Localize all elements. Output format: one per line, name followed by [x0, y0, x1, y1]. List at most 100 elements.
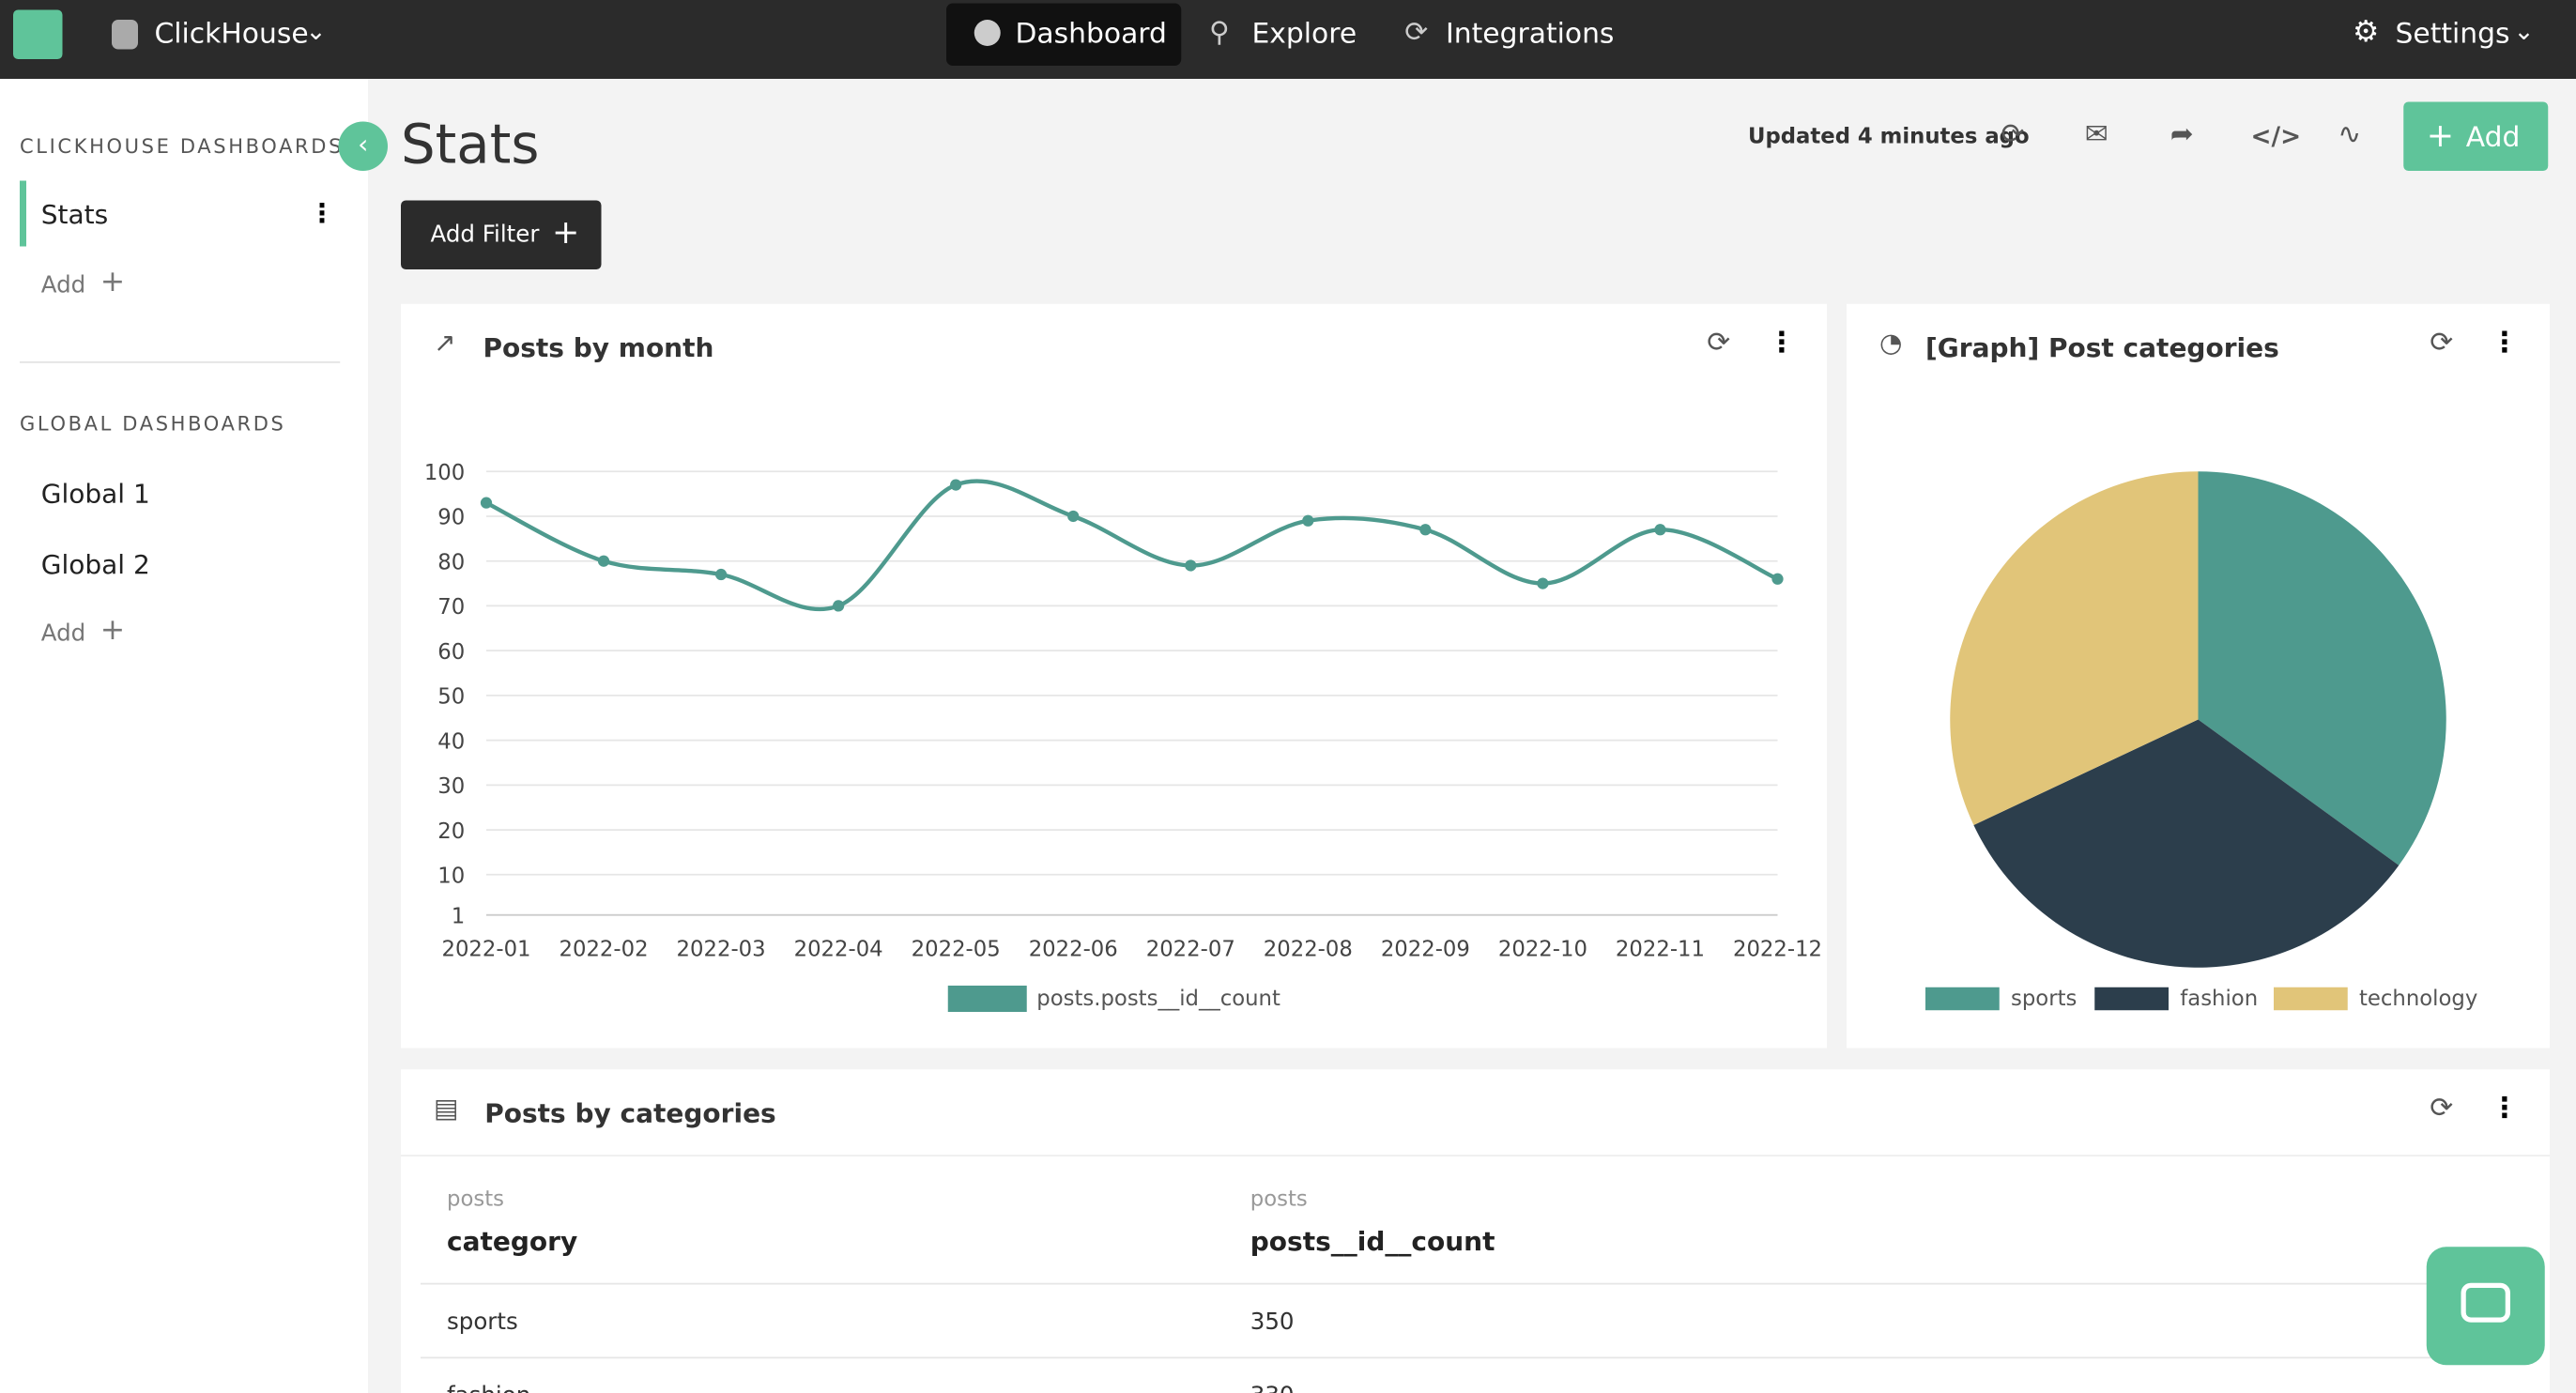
- gear-icon: ⚙: [2353, 14, 2380, 50]
- x-tick-label: 2022-09: [1381, 938, 1470, 962]
- settings[interactable]: Settings: [2395, 18, 2510, 52]
- y-tick-label: 30: [437, 774, 465, 799]
- tab-icon: [974, 20, 1001, 46]
- logo[interactable]: [13, 9, 63, 59]
- email-icon[interactable]: ✉: [2084, 118, 2108, 151]
- pulse-icon[interactable]: ∿: [2338, 118, 2362, 151]
- x-tick-label: 2022-04: [794, 938, 883, 962]
- row-divider: [421, 1282, 2540, 1285]
- pie-slice: [1950, 471, 2199, 826]
- point: [714, 568, 728, 581]
- y-tick-label: 60: [437, 640, 465, 665]
- line-card: ↗ Posts by month ⟳ ⋮: [401, 303, 1827, 1049]
- plus: +: [552, 211, 580, 252]
- section-label: GLOBAL DASHBOARDS: [20, 412, 286, 436]
- sidebar: CLICKHOUSE DASHBOARDS Stats ⋮ Add + GLOB…: [0, 79, 368, 1393]
- menu-dots[interactable]: ⋮: [1768, 327, 1796, 360]
- point: [1067, 510, 1080, 523]
- plus[interactable]: +: [100, 612, 126, 648]
- brand[interactable]: ClickHouse: [154, 18, 309, 52]
- column-source: posts: [447, 1187, 505, 1213]
- line-icon: ↗: [434, 327, 456, 359]
- page-title: Stats: [401, 112, 540, 176]
- dashboard-link[interactable]: Global 1: [40, 478, 150, 510]
- point: [950, 479, 962, 491]
- add-filter-button[interactable]: Add Filter +: [401, 200, 602, 269]
- collapse-button[interactable]: ‹: [338, 121, 388, 171]
- dashboard-link[interactable]: Stats: [40, 198, 109, 230]
- nav-tab[interactable]: Dashboard: [1015, 18, 1167, 52]
- legend-label: posts.posts__id__count: [1036, 987, 1280, 1011]
- chevron[interactable]: ⌄: [2513, 16, 2535, 47]
- card-title: [Graph] Post categories: [1925, 331, 2279, 363]
- y-tick-label: 40: [437, 729, 465, 754]
- point: [1302, 514, 1314, 527]
- tab-icon: ⟳: [1404, 16, 1429, 50]
- row-divider: [421, 1356, 2540, 1359]
- y-tick-label: 90: [437, 506, 465, 530]
- tab-icon: ⚲: [1209, 16, 1230, 50]
- legend-swatch: [1925, 987, 2000, 1011]
- plus[interactable]: +: [100, 264, 126, 299]
- chat-button[interactable]: [2426, 1247, 2545, 1366]
- y-tick-label: 50: [437, 685, 465, 710]
- table-cell: sports: [447, 1309, 518, 1336]
- card-title: Posts by categories: [484, 1097, 776, 1129]
- add-link[interactable]: Add: [40, 272, 86, 299]
- table-icon: ▤: [434, 1092, 459, 1124]
- db-icon: [112, 20, 138, 50]
- y-tick-label: 20: [437, 819, 465, 844]
- point: [1654, 524, 1666, 536]
- nav-tab[interactable]: Integrations: [1446, 18, 1615, 52]
- refresh-icon[interactable]: ⟳: [2430, 1092, 2454, 1125]
- legend-label: technology: [2359, 987, 2477, 1011]
- point: [833, 600, 845, 612]
- column-header: category: [447, 1225, 578, 1257]
- add-label: Add: [2465, 121, 2521, 155]
- x-tick-label: 2022-01: [441, 938, 530, 962]
- share-icon[interactable]: ➦: [2170, 118, 2194, 151]
- y-tick-label: 10: [437, 865, 465, 889]
- x-tick-label: 2022-02: [560, 938, 649, 962]
- add-button[interactable]: + Add: [2403, 101, 2549, 171]
- refresh-icon[interactable]: ⟳: [2001, 118, 2025, 151]
- refresh-icon[interactable]: ⟳: [1707, 327, 1731, 360]
- table-cell: fashion: [447, 1384, 530, 1393]
- legend-label: sports: [2011, 987, 2077, 1011]
- table: posts category posts posts__id__count sports…: [401, 1069, 2550, 1393]
- chat-icon: [2461, 1282, 2510, 1323]
- embed-icon[interactable]: </>: [2250, 121, 2302, 152]
- menu-dots[interactable]: ⋮: [2491, 1092, 2519, 1125]
- add-link[interactable]: Add: [40, 620, 86, 648]
- updated-text: Updated 4 minutes ago: [1748, 125, 2030, 150]
- y-tick-label: 100: [424, 461, 465, 485]
- chevron[interactable]: ⌄: [305, 16, 327, 47]
- column-source: posts: [1250, 1187, 1308, 1213]
- legend-label: fashion: [2180, 987, 2258, 1011]
- menu-dots[interactable]: ⋮: [2491, 327, 2519, 360]
- nav-tab[interactable]: Explore: [1251, 18, 1357, 52]
- y-tick-label: 80: [437, 550, 465, 574]
- y-tick-label: 1: [452, 905, 465, 929]
- legend-swatch: [2094, 987, 2169, 1011]
- y-tick-label: 70: [437, 595, 465, 620]
- x-tick-label: 2022-08: [1264, 938, 1353, 962]
- pie-slice: [1973, 719, 2400, 968]
- pie-slice: [2198, 471, 2446, 865]
- active-indicator: [20, 180, 26, 247]
- x-tick-label: 2022-06: [1029, 938, 1118, 962]
- legend-swatch: [2274, 987, 2348, 1011]
- x-tick-label: 2022-12: [1733, 938, 1822, 962]
- filter-label: Add Filter: [430, 222, 540, 249]
- x-tick-label: 2022-03: [677, 938, 766, 962]
- point: [1185, 559, 1197, 572]
- table-card: ▤ Posts by categories ⟳ ⋮ posts category p…: [401, 1069, 2550, 1393]
- refresh-icon[interactable]: ⟳: [2430, 327, 2454, 360]
- menu-dots[interactable]: ⋮: [309, 197, 335, 229]
- plus: +: [2426, 115, 2455, 155]
- dashboard-link[interactable]: Global 2: [40, 548, 150, 580]
- x-tick-label: 2022-10: [1498, 938, 1587, 962]
- x-tick-label: 2022-05: [912, 938, 1001, 962]
